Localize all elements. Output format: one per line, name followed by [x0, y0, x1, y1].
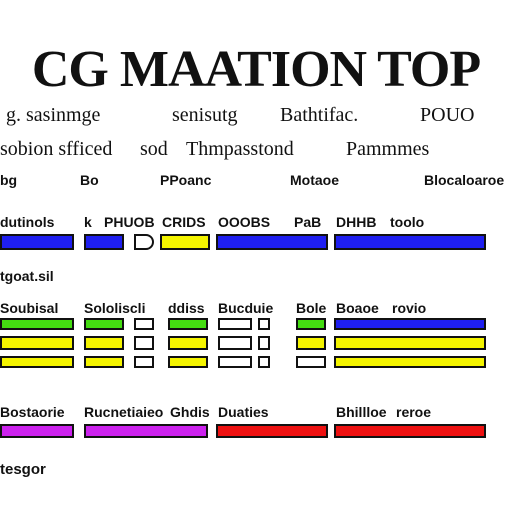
- subtitle-line1-mid: senisutg: [172, 104, 238, 126]
- row2-yellow-bar-5: [258, 336, 270, 350]
- row2-yellow-bar-0: [0, 336, 74, 350]
- subtitle-line1-right1: Bathtifac.: [280, 104, 359, 126]
- row1-bar-2: [134, 234, 154, 250]
- row2-yellow-bar-3: [168, 336, 208, 350]
- header-0: bg: [0, 172, 18, 188]
- subtitle-line1-right2: POUO: [420, 104, 475, 126]
- row2-yellow2-bar-6: [296, 356, 326, 368]
- row2-label-3: Bucduie: [218, 300, 274, 316]
- header-1: Bo: [80, 172, 99, 188]
- row2-green-bar-4: [218, 318, 252, 330]
- row3-bar-3: [334, 424, 486, 438]
- row3-label-1: Rucnetiaieo: [84, 404, 164, 420]
- row2-label-2: ddiss: [168, 300, 205, 316]
- row3-bar-0: [0, 424, 74, 438]
- row3-bar-2: [216, 424, 328, 438]
- row2-yellow-bar-1: [84, 336, 124, 350]
- row2-yellow2-bar-5: [258, 356, 270, 368]
- row3-label-5: reroe: [396, 404, 432, 420]
- row2-yellow2-bar-4: [218, 356, 252, 368]
- row2-yellow-bar-2: [134, 336, 154, 350]
- row1-bar-1: [84, 234, 124, 250]
- row2-label-0: Soubisal: [0, 300, 59, 316]
- row2-label-4: Bole: [296, 300, 327, 316]
- section2-label: tgoat.sil: [0, 268, 54, 284]
- header-4: Blocaloaroe: [424, 172, 505, 188]
- row2-yellow2-bar-2: [134, 356, 154, 368]
- row1-bar-5: [334, 234, 486, 250]
- row2-green-bar-3: [168, 318, 208, 330]
- row3-label-4: Bhillloe: [336, 404, 387, 420]
- row1-label-7: toolo: [390, 214, 425, 230]
- row1-bar-0: [0, 234, 74, 250]
- row1-label-5: PaB: [294, 214, 322, 230]
- row2-yellow2-bar-1: [84, 356, 124, 368]
- row2-green-bar-0: [0, 318, 74, 330]
- row2-label-6: rovio: [392, 300, 427, 316]
- header-2: PPoanc: [160, 172, 212, 188]
- subtitle-line1-left: g. sasinmge: [6, 104, 101, 126]
- row1-label-2: PHUOB: [104, 214, 155, 230]
- row2-yellow-bar-7: [334, 336, 486, 350]
- row1-bar-4: [216, 234, 328, 250]
- subtitle-line2-right: Pammmes: [346, 138, 430, 160]
- row2-green-bar-1: [84, 318, 124, 330]
- row3-bar-1: [84, 424, 208, 438]
- row3-label-0: Bostaorie: [0, 404, 65, 420]
- header-3: Motaoe: [290, 172, 339, 188]
- footer-label: tesgor: [0, 461, 46, 478]
- row2-green-bar-5: [258, 318, 270, 330]
- row2-label-1: Sololiscli: [84, 300, 146, 316]
- row1-label-3: CRIDS: [162, 214, 206, 230]
- row2-blue-bar-7: [334, 318, 486, 330]
- page-title: CG MAATION TOP: [31, 41, 481, 98]
- row3-label-2: Ghdis: [170, 404, 210, 420]
- subtitle-line2-mid: sod: [140, 138, 168, 160]
- row1-label-6: DHHB: [336, 214, 377, 230]
- row2-yellow-bar-6: [296, 336, 326, 350]
- row3-label-3: Duaties: [218, 404, 269, 420]
- row1-label-4: OOOBS: [218, 214, 271, 230]
- row1-label-0: dutinols: [0, 214, 55, 230]
- row2-yellow-bar-4: [218, 336, 252, 350]
- subtitle-line2-left: sobion sfficed: [0, 138, 113, 160]
- row2-yellow2-bar-0: [0, 356, 74, 368]
- row2-yellow2-bar-3: [168, 356, 208, 368]
- subtitle-line2-mid2: Thmpasstond: [186, 138, 294, 160]
- row2-green-bar-2: [134, 318, 154, 330]
- row2-green-bar-6: [296, 318, 326, 330]
- row2-label-5: Boaoe: [336, 300, 379, 316]
- row2-yellow2-bar-7: [334, 356, 486, 368]
- row1-bar-3: [160, 234, 210, 250]
- row1-label-1: k: [84, 214, 92, 230]
